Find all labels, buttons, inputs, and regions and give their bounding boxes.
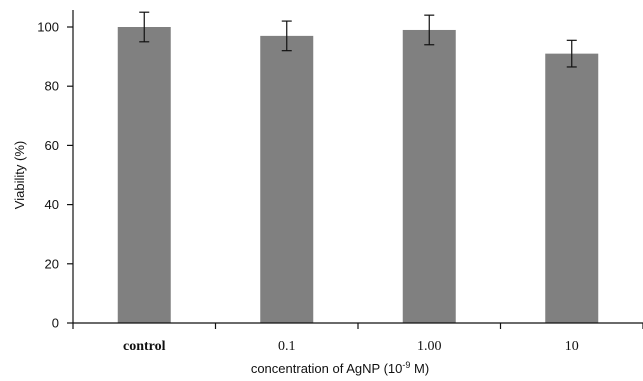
- error-bars-group: [139, 11, 577, 68]
- y-tick-label: 60: [45, 138, 59, 153]
- y-tick-label: 40: [45, 197, 59, 212]
- x-ticks-group: control 0.1 1.00 10: [72, 323, 643, 354]
- x-tick-label: 0.1: [278, 339, 296, 354]
- bar-control: [117, 27, 171, 323]
- y-ticks-group: 0 20 40 60 80 100: [37, 20, 73, 331]
- x-tick-label: 10: [565, 339, 579, 354]
- y-tick-label: 100: [37, 20, 59, 35]
- x-axis-title-unit: M): [410, 361, 429, 376]
- y-tick-label: 80: [45, 79, 59, 94]
- x-axis-title-main: concentration of AgNP (10: [251, 361, 403, 376]
- y-tick-label: 0: [52, 316, 59, 331]
- bars-group: [117, 27, 599, 324]
- y-axis-title: Viability (%): [12, 141, 27, 209]
- x-tick-label: 1.00: [417, 339, 442, 354]
- bar-1-00: [402, 29, 456, 324]
- bar-10: [545, 53, 599, 323]
- bar-0-1: [260, 35, 314, 323]
- y-tick-label: 20: [45, 256, 59, 271]
- x-axis-title: concentration of AgNP (10-9 M): [251, 360, 429, 376]
- x-tick-label: control: [123, 339, 166, 354]
- x-axis-title-superscript: -9: [402, 360, 410, 370]
